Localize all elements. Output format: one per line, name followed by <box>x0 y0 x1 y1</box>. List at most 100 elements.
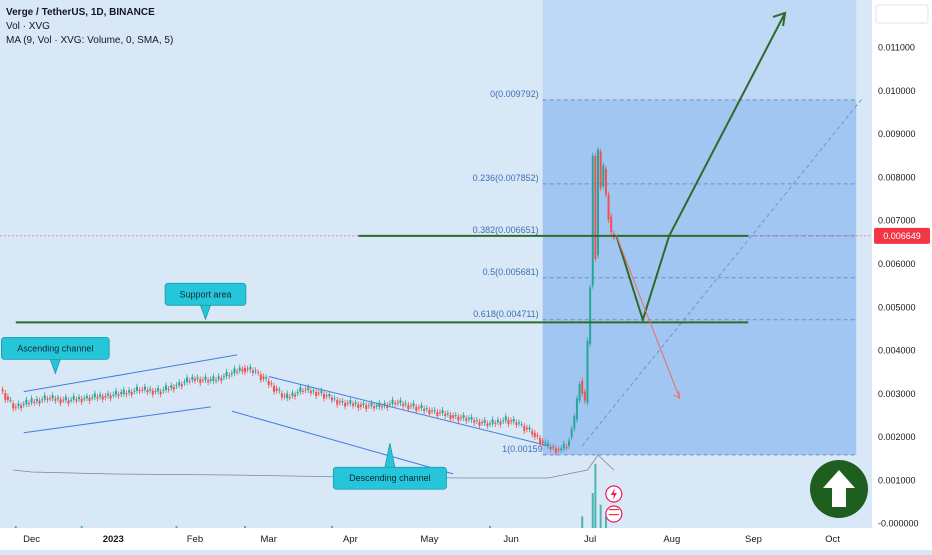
candle-body <box>349 400 352 404</box>
candle-body <box>475 419 478 422</box>
candle-body <box>141 389 144 391</box>
price-tick-label: 0.009000 <box>878 129 916 139</box>
candle-body <box>199 379 202 384</box>
candle-body <box>373 406 376 409</box>
candle-body <box>51 395 54 399</box>
candle-body <box>278 389 281 391</box>
candle-body <box>133 390 136 392</box>
flash-bolt-glyph <box>610 488 617 500</box>
candle-body <box>499 421 502 425</box>
candle-body <box>336 400 339 405</box>
candle-body <box>554 448 557 453</box>
candle-body <box>315 391 318 397</box>
candle-body <box>72 395 75 400</box>
volume-bar <box>599 504 602 528</box>
candle-body <box>222 376 225 378</box>
bullish-projection-path <box>615 12 786 324</box>
volume-indicator-label[interactable]: Vol · XVG <box>6 21 50 32</box>
candle-body <box>428 409 431 414</box>
candle-body <box>93 393 96 398</box>
candle-body <box>228 375 231 377</box>
flag-stripe <box>608 516 619 518</box>
candle-body <box>330 397 333 401</box>
candle-body <box>1 389 4 392</box>
candle-body <box>365 405 368 410</box>
candle-body <box>83 398 86 400</box>
candle-body <box>328 394 331 397</box>
candle-body <box>62 399 65 401</box>
candle-body <box>143 386 146 390</box>
candle-body <box>491 419 494 424</box>
candle-body <box>433 410 436 412</box>
time-tick-label: Sep <box>745 534 762 545</box>
channel-line <box>23 406 211 434</box>
candle-body <box>341 401 344 403</box>
candle-body <box>164 385 167 390</box>
candle-body <box>333 398 336 400</box>
candle-body <box>417 407 420 409</box>
candle-body <box>359 404 362 407</box>
candle-body <box>299 387 302 392</box>
time-tick-label: Jun <box>503 534 518 545</box>
candle-body <box>325 395 328 397</box>
candle-body <box>594 155 597 259</box>
candle-body <box>338 401 341 403</box>
volume-bar <box>604 516 607 528</box>
candle-body <box>80 398 83 402</box>
candle-body <box>186 377 189 382</box>
candle-body <box>267 380 270 386</box>
candle-body <box>386 404 389 408</box>
candle-body <box>317 392 320 394</box>
candle-body <box>138 390 141 392</box>
time-tick-label: Oct <box>825 534 840 545</box>
callout-annotation: Support area <box>164 282 247 321</box>
up-arrow-glyph <box>823 470 855 507</box>
ma-indicator-label[interactable]: MA (9, Vol · XVG: Volume, 0, SMA, 5) <box>6 35 174 46</box>
last-price-badge <box>874 227 930 244</box>
candle-body <box>378 402 381 407</box>
candle-body <box>517 422 520 424</box>
candle-body <box>291 392 294 396</box>
bullish-projection-arrowhead <box>772 11 787 27</box>
candle-body <box>175 385 178 387</box>
candle-body <box>409 405 412 407</box>
price-tick-label: 0.010000 <box>878 86 916 96</box>
candle-body <box>120 392 123 395</box>
candle-body <box>486 423 489 426</box>
channel-line <box>23 354 238 393</box>
candle-body <box>170 385 173 388</box>
candle-body <box>586 340 589 403</box>
candle-body <box>394 403 397 405</box>
candle-body <box>41 399 44 401</box>
candle-body <box>449 414 452 419</box>
candle-body <box>167 388 170 390</box>
candle-body <box>30 398 33 403</box>
candle-body <box>280 393 283 398</box>
fib-level-label: 1(0.00159 <box>502 444 543 454</box>
candle-body <box>288 396 291 398</box>
candle-body <box>589 287 592 345</box>
candle-body <box>225 371 228 377</box>
symbol-title[interactable]: Verge / TetherUS, 1D, BINANCE <box>6 7 155 18</box>
candle-body <box>496 419 499 423</box>
candle-body <box>17 403 20 407</box>
candle-body <box>4 392 7 400</box>
time-tick-label: May <box>420 534 438 545</box>
callout-text: Support area <box>179 289 231 299</box>
candle-body <box>402 403 405 407</box>
candle-body <box>541 440 544 444</box>
candle-body <box>85 396 88 399</box>
candle-body <box>238 367 241 371</box>
price-tick-label: 0.004000 <box>878 346 916 356</box>
candle-body <box>180 384 183 387</box>
candle-body <box>502 420 505 422</box>
volume-bar <box>330 526 333 528</box>
fib-level-label: 0.618(0.004711) <box>473 309 538 319</box>
candle-body <box>323 393 326 399</box>
candle-body <box>27 403 30 405</box>
candle-body <box>454 414 457 417</box>
volume-bar <box>591 493 594 528</box>
channel-line <box>231 410 454 475</box>
